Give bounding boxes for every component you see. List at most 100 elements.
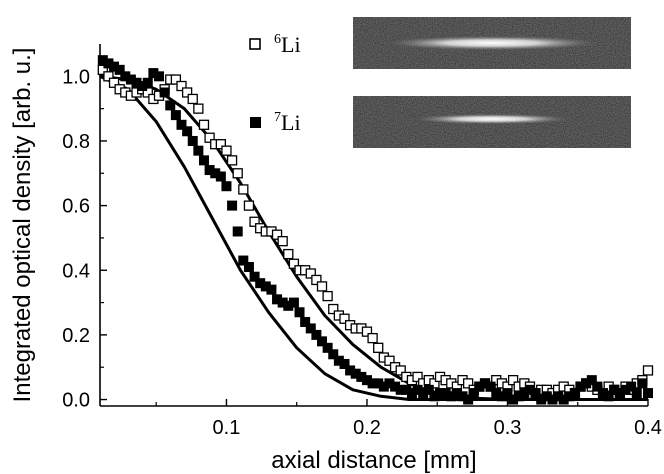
data-point-6li [215, 139, 226, 150]
data-point-6li [367, 332, 378, 344]
y-axis-title: Integrated optical density [arb. u.] [9, 48, 36, 403]
data-point-6li [316, 281, 328, 292]
data-point-7li [142, 77, 153, 88]
data-point-7li [564, 391, 575, 402]
legend: 6Li 7Li [249, 32, 301, 135]
data-point-6li [187, 93, 198, 105]
data-point-7li [300, 316, 311, 327]
data-point-6li [193, 103, 204, 114]
data-point-7li [440, 388, 451, 399]
data-point-7li [508, 394, 519, 405]
data-point-7li [232, 226, 243, 237]
data-point-7li [406, 388, 417, 399]
x-tick-label: 0.3 [494, 417, 522, 439]
data-point-7li [288, 297, 299, 308]
legend-mass-7li: 7 [274, 110, 281, 125]
data-point-7li [317, 336, 328, 347]
data-point-7li [345, 365, 356, 376]
data-point-6li [328, 303, 339, 315]
data-point-7li [176, 119, 187, 130]
data-point-6li [221, 145, 232, 156]
data-point-6li [322, 290, 333, 302]
data-point-7li [125, 74, 136, 85]
series-7li-points [97, 55, 653, 405]
inset-image-6li [353, 17, 631, 69]
data-point-7li [238, 255, 249, 266]
data-point-7li [614, 388, 625, 399]
data-point-7li [631, 388, 642, 399]
data-point-6li [108, 77, 120, 88]
data-point-7li [328, 349, 339, 360]
data-point-7li [553, 391, 564, 402]
data-point-6li [412, 371, 423, 383]
data-point-6li [283, 248, 294, 260]
cloud-7li [415, 114, 569, 124]
data-point-6li [226, 155, 238, 166]
y-tick-label: 0.8 [62, 131, 90, 153]
data-point-7li [524, 384, 535, 395]
legend-element-6li: Li [281, 32, 301, 57]
legend-entry-7li: 7Li [250, 110, 301, 135]
data-point-7li [204, 165, 215, 176]
data-point-7li [114, 64, 125, 75]
data-point-7li [592, 381, 603, 392]
data-point-7li [154, 71, 165, 82]
data-point-6li [507, 374, 519, 386]
data-point-7li [384, 378, 395, 389]
data-point-6li [305, 268, 316, 279]
data-point-6li [429, 378, 440, 389]
y-tick-label: 0.0 [62, 390, 90, 412]
data-point-7li [541, 391, 552, 402]
svg-text:7Li: 7Li [274, 110, 301, 135]
data-point-7li [485, 381, 496, 392]
data-point-6li [204, 132, 215, 143]
data-point-7li [390, 381, 401, 392]
data-point-7li [103, 58, 114, 69]
data-point-7li [463, 394, 474, 405]
data-point-7li [249, 271, 260, 282]
data-point-7li [536, 394, 547, 405]
data-point-7li [513, 391, 524, 402]
x-tick-label: 0.2 [353, 417, 381, 439]
data-point-7li [159, 87, 170, 98]
data-point-7li [311, 329, 322, 340]
data-point-7li [356, 371, 367, 382]
data-point-7li [643, 388, 653, 399]
data-point-7li [569, 388, 580, 399]
data-point-7li [339, 358, 350, 369]
data-point-6li [277, 236, 288, 247]
data-point-7li [491, 388, 502, 399]
data-point-7li [322, 342, 333, 353]
series-6li-points [97, 64, 654, 399]
y-tick-label: 0.6 [62, 196, 90, 218]
data-point-7li [120, 71, 131, 82]
data-point-7li [373, 378, 384, 389]
data-point-7li [637, 378, 648, 389]
data-point-7li [423, 384, 434, 395]
data-point-6li [462, 378, 474, 389]
data-point-7li [294, 307, 305, 318]
y-tick-label: 1.0 [62, 66, 90, 88]
svg-text:6Li: 6Li [274, 32, 301, 57]
data-point-7li [215, 171, 226, 182]
cloud-6li [387, 36, 597, 50]
legend-mass-6li: 6 [274, 32, 281, 47]
data-point-7li [435, 388, 446, 399]
data-point-7li [395, 384, 406, 395]
data-point-7li [97, 55, 108, 66]
data-point-7li [575, 381, 586, 392]
data-point-7li [260, 281, 271, 292]
data-point-7li [272, 294, 283, 305]
y-tick-label: 0.4 [62, 260, 90, 282]
data-point-7li [137, 81, 148, 92]
inset-image-7li [353, 96, 631, 148]
data-point-7li [620, 384, 631, 395]
data-point-7li [187, 135, 198, 146]
data-point-7li [277, 297, 288, 308]
y-tick-label: 0.2 [62, 325, 90, 347]
data-point-7li [165, 100, 176, 111]
data-point-6li [170, 74, 182, 85]
data-point-7li [603, 391, 614, 402]
data-point-7li [227, 200, 238, 211]
x-axis-title: axial distance [mm] [271, 447, 476, 474]
